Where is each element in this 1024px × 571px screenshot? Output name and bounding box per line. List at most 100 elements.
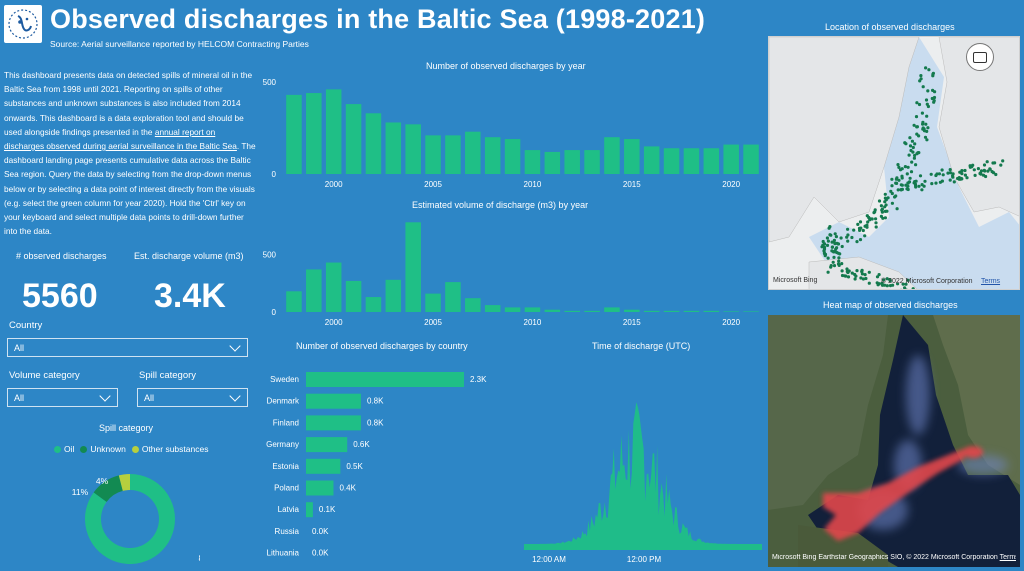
discharge-point[interactable]: [994, 172, 998, 177]
discharge-point[interactable]: [896, 163, 900, 167]
discharge-point[interactable]: [906, 165, 910, 169]
donut-slice-oil[interactable]: [85, 474, 176, 564]
country-bar-latvia[interactable]: [306, 502, 313, 518]
discharge-point[interactable]: [839, 236, 843, 240]
discharge-point[interactable]: [926, 89, 930, 93]
discharge-point[interactable]: [933, 90, 937, 94]
discharge-point[interactable]: [914, 179, 918, 183]
discharge-point[interactable]: [850, 271, 854, 275]
discharge-point[interactable]: [960, 177, 964, 181]
count-bar-2012[interactable]: [564, 150, 580, 174]
heat-map-terms-link[interactable]: Terms: [999, 554, 1016, 561]
discharge-point[interactable]: [858, 238, 863, 242]
discharge-point[interactable]: [830, 249, 834, 253]
discharge-point[interactable]: [921, 120, 925, 124]
count-bar-2017[interactable]: [663, 148, 680, 174]
discharge-point[interactable]: [922, 184, 926, 188]
discharge-point[interactable]: [978, 171, 982, 176]
discharge-point[interactable]: [957, 177, 961, 181]
discharge-point[interactable]: [883, 200, 887, 204]
discharge-point[interactable]: [915, 132, 919, 136]
discharge-point[interactable]: [1001, 159, 1005, 163]
discharge-point[interactable]: [915, 152, 919, 156]
country-bar-denmark[interactable]: [306, 393, 361, 409]
discharge-point[interactable]: [825, 243, 830, 247]
discharge-point[interactable]: [852, 228, 856, 232]
volume-bar-2009[interactable]: [504, 307, 521, 312]
volume-bar-2014[interactable]: [604, 307, 620, 312]
discharge-point[interactable]: [909, 170, 914, 174]
discharge-point[interactable]: [858, 220, 863, 224]
legend-other[interactable]: Other substances: [131, 444, 208, 454]
heat-map[interactable]: Microsoft Bing Earthstar Geographics SIO…: [768, 315, 1020, 567]
discharge-point[interactable]: [927, 68, 931, 72]
discharge-point[interactable]: [883, 209, 887, 213]
discharge-point[interactable]: [846, 275, 851, 279]
discharge-point[interactable]: [910, 139, 914, 143]
discharge-point[interactable]: [908, 136, 912, 140]
discharge-point[interactable]: [960, 172, 964, 176]
legend-oil[interactable]: Oil: [54, 444, 74, 454]
discharge-point[interactable]: [821, 243, 825, 247]
discharge-point[interactable]: [940, 168, 944, 172]
discharge-point[interactable]: [990, 170, 994, 174]
donut-slice-other-substances[interactable]: [118, 474, 130, 491]
count-bar-2010[interactable]: [524, 150, 541, 174]
count-bar-2004[interactable]: [405, 124, 421, 174]
discharge-point[interactable]: [948, 171, 952, 175]
discharge-point[interactable]: [897, 165, 901, 169]
volume-bar-2013[interactable]: [584, 310, 600, 312]
discharge-point[interactable]: [976, 167, 980, 171]
discharge-point[interactable]: [890, 184, 894, 188]
discharge-point[interactable]: [845, 267, 849, 271]
discharge-point[interactable]: [900, 174, 904, 178]
discharge-point[interactable]: [920, 111, 924, 115]
discharge-point[interactable]: [884, 203, 888, 207]
discharge-point[interactable]: [864, 276, 868, 281]
discharge-point[interactable]: [873, 210, 877, 214]
discharge-point[interactable]: [831, 260, 835, 264]
discharge-point[interactable]: [881, 216, 885, 220]
discharge-point[interactable]: [910, 160, 914, 164]
count-bar-2009[interactable]: [504, 139, 521, 174]
discharge-point[interactable]: [988, 167, 992, 171]
discharge-point[interactable]: [836, 262, 841, 266]
discharge-point[interactable]: [861, 277, 865, 281]
discharge-point[interactable]: [883, 216, 887, 220]
discharge-point[interactable]: [894, 181, 898, 185]
discharge-point[interactable]: [827, 226, 831, 230]
count-bar-2007[interactable]: [465, 131, 481, 174]
discharge-point[interactable]: [895, 207, 899, 211]
discharge-point[interactable]: [982, 163, 987, 167]
discharge-point[interactable]: [970, 165, 974, 169]
discharge-point[interactable]: [907, 153, 911, 157]
discharge-point[interactable]: [914, 184, 918, 188]
discharge-point[interactable]: [984, 174, 988, 179]
discharge-point[interactable]: [877, 199, 882, 203]
count-bar-2000[interactable]: [325, 89, 342, 174]
discharge-point[interactable]: [838, 252, 842, 256]
discharge-point[interactable]: [830, 240, 834, 244]
discharge-point[interactable]: [826, 239, 830, 243]
discharge-point[interactable]: [885, 284, 889, 288]
country-bar-sweden[interactable]: [306, 372, 464, 387]
count-bar-2002[interactable]: [365, 113, 382, 174]
count-bar-2001[interactable]: [345, 104, 362, 174]
discharge-point[interactable]: [919, 77, 923, 81]
discharge-point[interactable]: [850, 235, 854, 240]
discharge-point[interactable]: [835, 250, 839, 255]
volume-bar-2015[interactable]: [624, 309, 640, 312]
discharge-point[interactable]: [896, 188, 900, 192]
discharge-point[interactable]: [826, 256, 830, 260]
discharge-point[interactable]: [882, 278, 886, 282]
discharge-point[interactable]: [879, 204, 883, 208]
count-bar-2019[interactable]: [703, 148, 720, 174]
discharge-point[interactable]: [876, 283, 880, 287]
discharge-point[interactable]: [855, 240, 859, 244]
volume-bar-2003[interactable]: [385, 279, 402, 312]
discharge-point[interactable]: [914, 115, 919, 119]
volume-bar-2021[interactable]: [743, 311, 759, 312]
volume-bar-2005[interactable]: [425, 293, 441, 312]
discharge-point[interactable]: [924, 98, 929, 102]
volume-bar-2000[interactable]: [325, 262, 342, 312]
